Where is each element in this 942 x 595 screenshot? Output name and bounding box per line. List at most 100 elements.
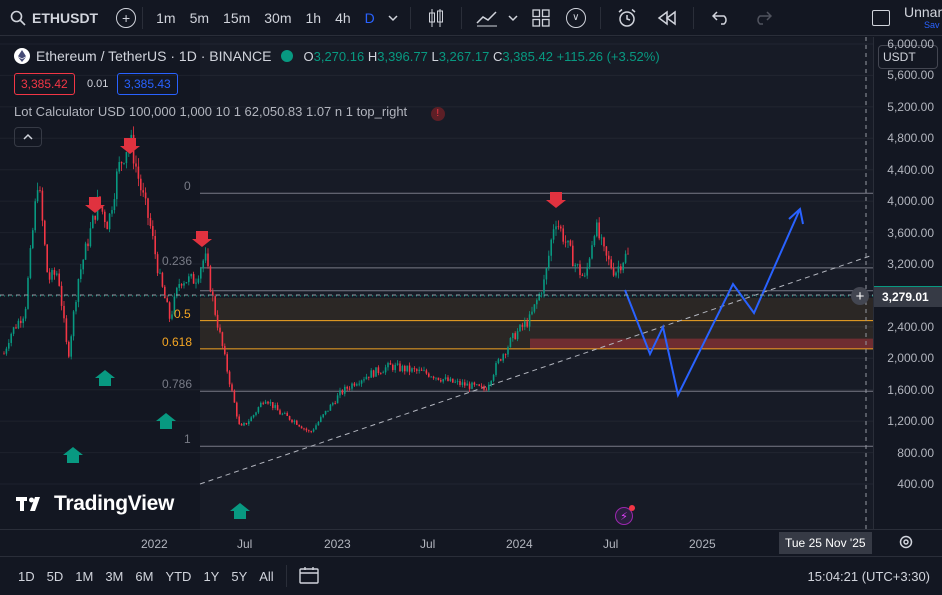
candle-body xyxy=(36,190,39,202)
candle-body xyxy=(279,410,281,415)
candle-body xyxy=(507,347,509,355)
candle-body xyxy=(620,266,622,271)
gear-icon xyxy=(899,535,913,549)
candle-body xyxy=(152,225,154,236)
chart-settings-button[interactable] xyxy=(898,534,914,555)
candle-body xyxy=(348,388,351,390)
chevron-up-icon xyxy=(23,133,33,140)
candle-body xyxy=(168,302,171,319)
buy-button[interactable]: 3,385.43 xyxy=(117,73,178,95)
fib-retracement[interactable] xyxy=(200,192,873,447)
time-axis[interactable]: 2022 Jul 2023 Jul 2024 Jul 2025 Tue 25 N… xyxy=(0,529,942,556)
candle-body xyxy=(161,272,164,287)
candle-body xyxy=(473,382,476,385)
range-6m[interactable]: 6M xyxy=(135,568,154,584)
redo-button[interactable] xyxy=(742,0,784,36)
replay-button[interactable] xyxy=(647,0,687,36)
lot-calculator-indicator[interactable]: Lot Calculator USD 100,000 1,000 10 1 62… xyxy=(14,104,445,121)
layouts-button[interactable] xyxy=(524,0,558,36)
interval-5m[interactable]: 5m xyxy=(189,9,210,26)
candle-body xyxy=(531,311,533,315)
candle-body xyxy=(276,405,279,411)
indicators-dropdown[interactable] xyxy=(502,0,524,36)
range-all[interactable]: All xyxy=(259,568,274,584)
goto-date-button[interactable] xyxy=(293,566,325,587)
candle-body xyxy=(147,198,149,218)
undo-button[interactable] xyxy=(700,0,742,36)
interval-1h[interactable]: 1h xyxy=(305,9,322,26)
price-chart[interactable] xyxy=(0,37,873,529)
divider xyxy=(460,6,462,29)
rewind-icon xyxy=(657,10,676,25)
candle-body xyxy=(396,363,399,365)
candle-body xyxy=(377,367,380,374)
range-1d[interactable]: 1D xyxy=(18,568,35,584)
divider xyxy=(409,6,411,29)
symbol-search[interactable]: ETHUSDT xyxy=(0,0,98,36)
timezone-clock[interactable]: 15:04:21 (UTC+3:30) xyxy=(807,568,930,584)
candle-body xyxy=(536,300,538,305)
range-5y[interactable]: 5Y xyxy=(231,568,248,584)
trend-line[interactable] xyxy=(199,254,873,485)
interval-15m[interactable]: 15m xyxy=(223,9,251,26)
symbol-description[interactable]: Ethereum / TetherUS · 1D · BINANCE xyxy=(36,48,272,64)
layout-name[interactable]: Unnar xyxy=(904,4,942,20)
candle-body xyxy=(264,401,267,404)
interval-30m[interactable]: 30m xyxy=(264,9,292,26)
chevron-down-icon xyxy=(508,14,518,21)
chart-type-button[interactable] xyxy=(417,0,455,36)
candle-body xyxy=(533,304,536,312)
interval-4h[interactable]: 4h xyxy=(335,9,351,26)
candle-body xyxy=(320,417,322,422)
candle-body xyxy=(284,413,286,414)
compare-button[interactable]: + xyxy=(116,0,137,36)
search-icon xyxy=(10,10,26,26)
candle-body xyxy=(416,369,418,371)
interval-1m[interactable]: 1m xyxy=(156,9,176,26)
more-dropdown[interactable]: ∨ xyxy=(558,0,594,36)
candle-body xyxy=(368,376,370,378)
fib-level-label: 0.5 xyxy=(174,306,191,321)
interval-d[interactable]: D xyxy=(364,9,375,26)
candle-body xyxy=(351,383,353,389)
candle-body xyxy=(627,253,629,255)
candle-body xyxy=(543,279,545,294)
candle-body xyxy=(89,228,92,247)
candle-body xyxy=(492,374,495,381)
candle-body xyxy=(269,402,272,404)
candle-body xyxy=(574,264,576,267)
range-1m[interactable]: 1M xyxy=(75,568,94,584)
candle-body xyxy=(288,415,291,420)
candle-body xyxy=(56,273,58,275)
candle-body xyxy=(464,382,466,386)
undo-icon xyxy=(711,10,727,25)
range-ytd[interactable]: YTD xyxy=(165,568,192,584)
range-3m[interactable]: 3M xyxy=(105,568,124,584)
event-flash-icon[interactable]: ⚡ xyxy=(615,507,633,525)
candle-body xyxy=(562,228,564,242)
interval-dropdown[interactable] xyxy=(382,0,404,36)
candle-body xyxy=(39,190,41,191)
candle-body xyxy=(255,412,257,416)
sell-button[interactable]: 3,385.42 xyxy=(14,73,75,95)
market-status-dot[interactable] xyxy=(281,50,294,62)
range-5d[interactable]: 5D xyxy=(46,568,64,584)
warning-icon[interactable]: ! xyxy=(430,107,445,121)
add-alert-plus-icon[interactable]: + xyxy=(851,287,869,305)
candle-body xyxy=(267,401,269,404)
date-range-buttons: 1D 5D 1M 3M 6M YTD 1Y 5Y All xyxy=(0,569,280,584)
candle-body xyxy=(274,405,276,408)
price-axis[interactable]: USDT 6,000.00 5,600.00 5,200.00 4,800.00 4,4… xyxy=(873,37,942,529)
candle-body xyxy=(476,384,478,386)
fullscreen-toggle[interactable] xyxy=(872,0,890,36)
candle-body xyxy=(392,364,394,370)
candle-body xyxy=(219,327,221,333)
candle-body xyxy=(435,377,437,379)
collapse-legend-button[interactable] xyxy=(14,127,42,147)
range-1y[interactable]: 1Y xyxy=(203,568,220,584)
indicators-button[interactable] xyxy=(468,0,502,36)
currency-selector[interactable]: USDT xyxy=(878,45,938,69)
alert-button[interactable] xyxy=(607,0,647,36)
projection-path[interactable] xyxy=(624,208,801,398)
candle-body xyxy=(180,284,183,286)
